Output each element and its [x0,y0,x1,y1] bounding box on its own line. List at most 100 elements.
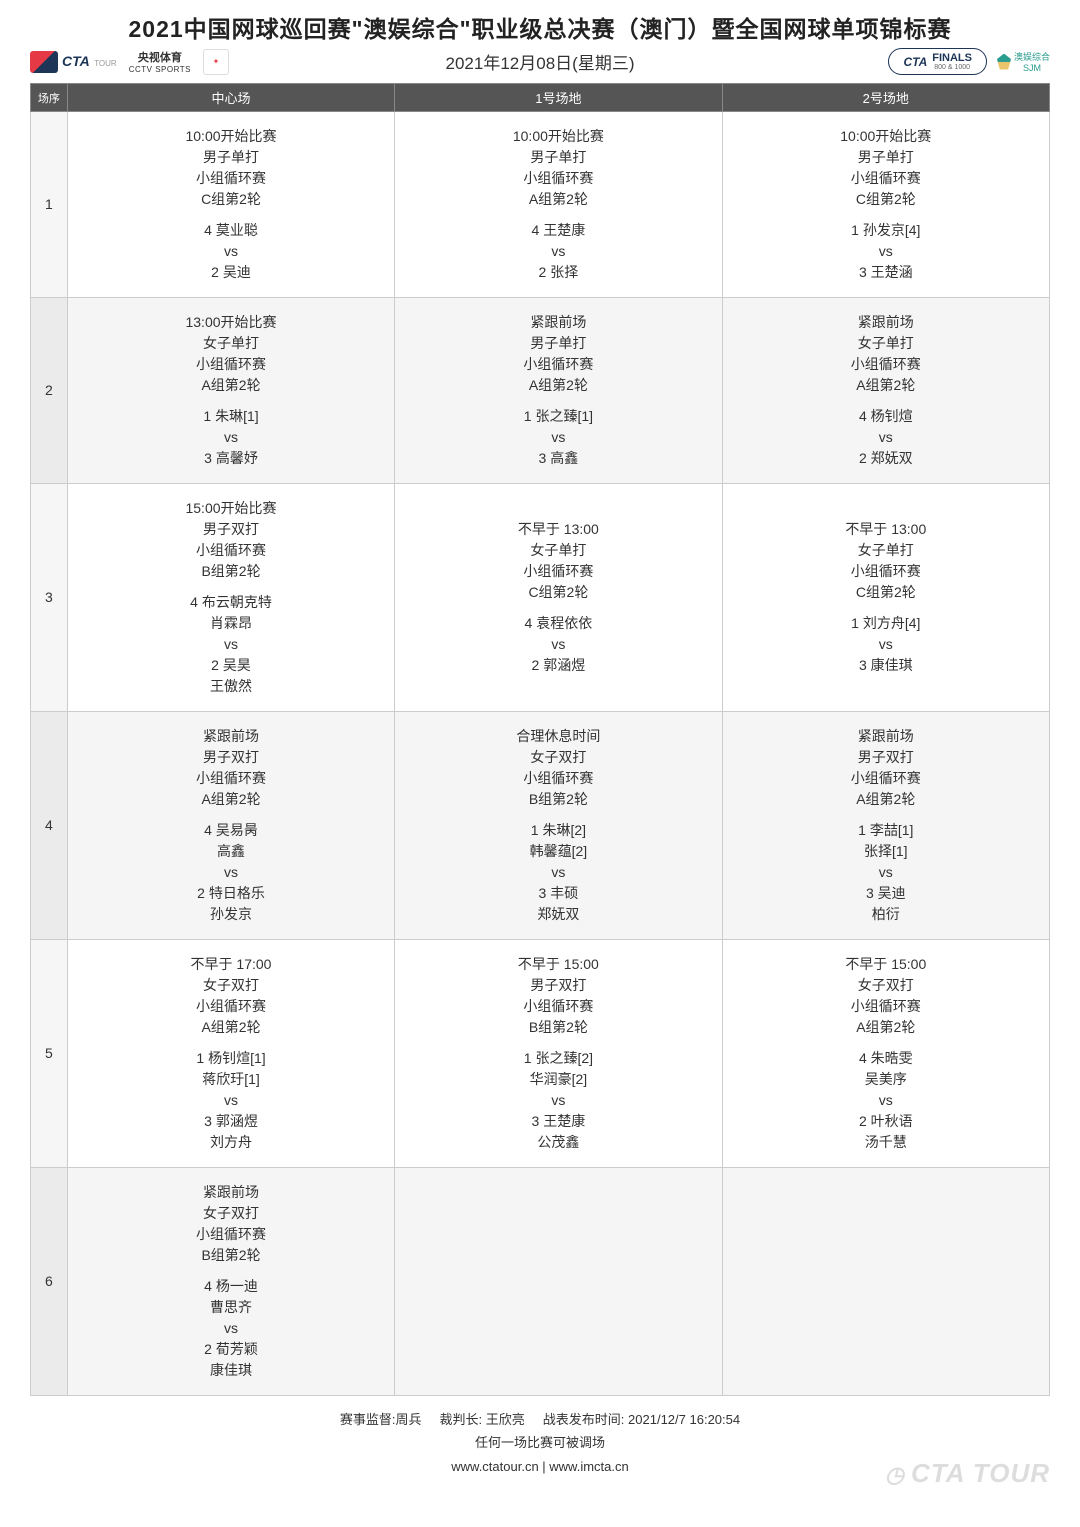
col-court1: 1号场地 [395,84,722,112]
match-group: C组第2轮 [731,582,1041,603]
match-players-block: 1 朱琳[1]vs3 高馨妤 [76,406,386,469]
match-category: 女子单打 [731,540,1041,561]
player-2: 2 荀芳颖 [76,1339,386,1360]
vs-label: vs [731,1090,1041,1111]
vs-label: vs [403,1090,713,1111]
match-category: 男子单打 [403,147,713,168]
match-time: 不早于 17:00 [76,954,386,975]
match-cell-center: 不早于 17:00女子双打小组循环赛A组第2轮 1 杨钊煊[1]蒋欣玗[1]vs3… [67,940,394,1168]
match-type: 小组循环赛 [76,354,386,375]
match-type: 小组循环赛 [731,561,1041,582]
match-info-block: 13:00开始比赛女子单打小组循环赛A组第2轮 [76,312,386,396]
player-2: 2 张择 [403,262,713,283]
match-info-block: 合理休息时间女子双打小组循环赛B组第2轮 [403,726,713,810]
sjm-icon [997,54,1011,70]
match-type: 小组循环赛 [731,768,1041,789]
player-2: 2 叶秋语 [731,1111,1041,1132]
match-time: 不早于 13:00 [731,519,1041,540]
match-players-block: 4 杨钊煊vs2 郑妩双 [731,406,1041,469]
player-1: 4 杨一迪 [76,1276,386,1297]
player-1: 1 刘方舟[4] [731,613,1041,634]
match-info-block: 不早于 15:00女子双打小组循环赛A组第2轮 [731,954,1041,1038]
table-row: 110:00开始比赛男子单打小组循环赛C组第2轮4 莫业聪vs2 吴迪10:00… [31,112,1050,298]
match-type: 小组循环赛 [403,168,713,189]
vs-label: vs [76,241,386,262]
match-cell-center: 13:00开始比赛女子单打小组循环赛A组第2轮 1 朱琳[1]vs3 高馨妤 [67,298,394,484]
vs-label: vs [76,634,386,655]
player-2b: 柏衍 [731,904,1041,925]
row-number: 4 [31,712,68,940]
match-time: 15:00开始比赛 [76,498,386,519]
match-category: 女子双打 [76,975,386,996]
match-cell-center: 紧跟前场女子双打小组循环赛B组第2轮4 杨一迪曹思齐vs2 荀芳颖康佳琪 [67,1168,394,1396]
vs-label: vs [731,634,1041,655]
cta-tour-text: TOUR [94,59,117,68]
match-players-block: 1 杨钊煊[1]蒋欣玗[1]vs3 郭涵煜刘方舟 [76,1048,386,1153]
cta-logo-text: CTA [62,53,90,69]
table-header-row: 场序 中心场 1号场地 2号场地 [31,84,1050,112]
match-type: 小组循环赛 [403,561,713,582]
referee: 裁判长: 王欣亮 [440,1408,525,1431]
match-cell-court1: 紧跟前场男子单打小组循环赛A组第2轮1 张之臻[1]vs3 高鑫 [395,298,722,484]
player-1b: 张择[1] [731,841,1041,862]
table-row: 6紧跟前场女子双打小组循环赛B组第2轮4 杨一迪曹思齐vs2 荀芳颖康佳琪 [31,1168,1050,1396]
match-cell-court2: 紧跟前场男子双打小组循环赛A组第2轮1 李喆[1]张择[1]vs3 吴迪柏衍 [722,712,1049,940]
match-time: 紧跟前场 [76,1182,386,1203]
finals-brand: CTA [903,55,927,69]
match-cell-court1 [395,1168,722,1396]
player-2: 2 吴迪 [76,262,386,283]
player-2b: 汤千慧 [731,1132,1041,1153]
match-group: A组第2轮 [76,375,386,396]
schedule-table: 场序 中心场 1号场地 2号场地 110:00开始比赛男子单打小组循环赛C组第2… [30,83,1050,1396]
player-2: 3 高馨妤 [76,448,386,469]
player-2b: 公茂鑫 [403,1132,713,1153]
publish-time: 战表发布时间: 2021/12/7 16:20:54 [543,1408,740,1431]
row-number: 2 [31,298,68,484]
match-players-block: 4 杨一迪曹思齐vs2 荀芳颖康佳琪 [76,1276,386,1381]
player-1: 4 吴易昺 [76,820,386,841]
row-number: 5 [31,940,68,1168]
vs-label: vs [76,427,386,448]
match-cell-court1: 合理休息时间女子双打小组循环赛B组第2轮1 朱琳[2]韩馨蕴[2]vs3 丰硕郑… [395,712,722,940]
player-2: 2 吴昊 [76,655,386,676]
match-time: 合理休息时间 [403,726,713,747]
match-type: 小组循环赛 [76,1224,386,1245]
logo-row: CTA TOUR 央视体育 CCTV SPORTS ✦ 2021年12月08日(… [30,48,1050,75]
player-1b: 韩馨蕴[2] [403,841,713,862]
match-group: B组第2轮 [76,1245,386,1266]
finals-sub: 800 & 1000 [932,64,972,71]
sponsor-logo-icon: ✦ [203,49,229,75]
match-cell-court2: 不早于 15:00女子双打小组循环赛A组第2轮4 朱晧雯吴美序vs2 叶秋语汤千… [722,940,1049,1168]
match-info-block: 10:00开始比赛男子单打小组循环赛C组第2轮 [731,126,1041,210]
match-group: A组第2轮 [731,1017,1041,1038]
header: 2021中国网球巡回赛"澳娱综合"职业级总决赛（澳门）暨全国网球单项锦标赛 CT… [30,10,1050,83]
player-2b: 孙发京 [76,904,386,925]
player-1: 1 张之臻[2] [403,1048,713,1069]
match-type: 小组循环赛 [76,768,386,789]
row-number: 1 [31,112,68,298]
match-category: 男子双打 [76,519,386,540]
table-row: 4紧跟前场男子双打小组循环赛A组第2轮4 吴易昺高鑫vs2 特日格乐孙发京合理休… [31,712,1050,940]
match-group: B组第2轮 [403,789,713,810]
table-row: 315:00开始比赛男子双打小组循环赛B组第2轮4 布云朝克特肖霖昂vs2 吴昊… [31,484,1050,712]
table-row: 5不早于 17:00女子双打小组循环赛A组第2轮 1 杨钊煊[1]蒋欣玗[1]vs… [31,940,1050,1168]
vs-label: vs [403,862,713,883]
player-1: 4 布云朝克特 [76,592,386,613]
match-category: 男子双打 [403,975,713,996]
event-title: 2021中国网球巡回赛"澳娱综合"职业级总决赛（澳门）暨全国网球单项锦标赛 [30,10,1050,44]
match-players-block: 4 王楚康vs2 张择 [403,220,713,283]
match-info-block: 不早于 17:00女子双打小组循环赛A组第2轮 [76,954,386,1038]
match-time: 紧跟前场 [76,726,386,747]
match-time: 13:00开始比赛 [76,312,386,333]
match-group: C组第2轮 [403,582,713,603]
vs-label: vs [731,241,1041,262]
match-players-block: 4 布云朝克特肖霖昂vs2 吴昊王傲然 [76,592,386,697]
match-info-block: 紧跟前场男子单打小组循环赛A组第2轮 [403,312,713,396]
match-info-block: 10:00开始比赛男子单打小组循环赛C组第2轮 [76,126,386,210]
player-2: 3 郭涵煜 [76,1111,386,1132]
match-players-block: 4 莫业聪vs2 吴迪 [76,220,386,283]
match-category: 男子双打 [731,747,1041,768]
match-category: 男子单打 [731,147,1041,168]
vs-label: vs [403,634,713,655]
match-cell-court1: 不早于 15:00男子双打小组循环赛B组第2轮1 张之臻[2]华润豪[2]vs3… [395,940,722,1168]
